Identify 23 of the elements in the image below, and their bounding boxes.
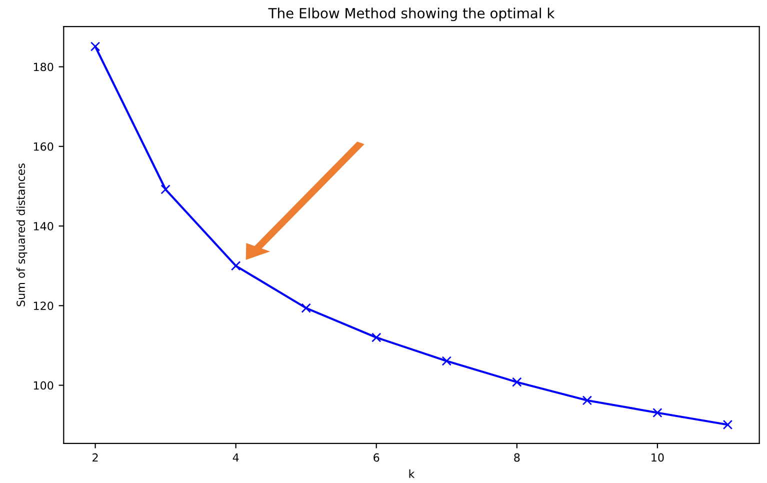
y-axis-title: Sum of squared distances [16,164,28,306]
y-tick-label: 100 [34,381,54,390]
point [652,408,662,418]
point [442,356,452,366]
x-axis-title: k [409,469,415,478]
x-tick-label: 2 [92,453,98,462]
x-tick-label: 8 [514,453,520,462]
point [722,420,733,430]
y-tick-label: 180 [34,62,54,72]
point [582,396,592,406]
point [160,184,170,194]
x-tick-label: 6 [374,453,380,462]
chart-title: The Elbow Method showing the optimal k [268,8,555,22]
point [512,377,522,387]
point [301,303,311,313]
x-tick-label: 4 [232,453,239,462]
x-tick-label: 10 [652,453,664,462]
y-tick-label: 140 [34,222,54,230]
point [90,42,100,52]
y-tick-label: 120 [34,302,54,310]
point [372,332,382,342]
y-tick-label: 160 [34,142,54,151]
point [230,260,241,271]
